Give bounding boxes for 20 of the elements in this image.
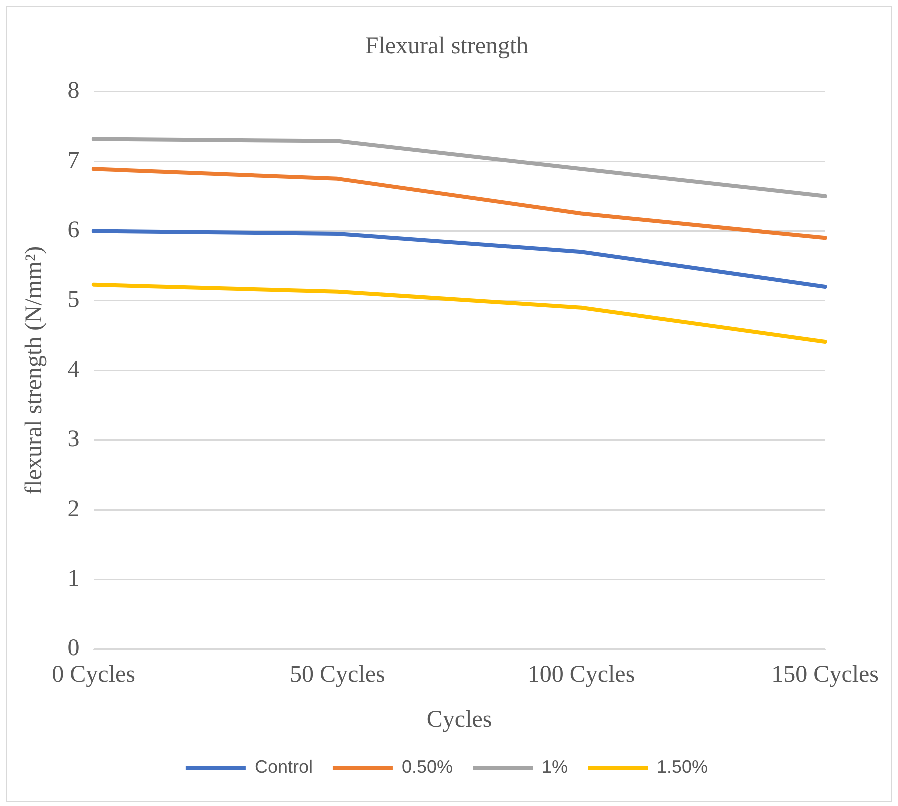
y-tick-label: 0 — [68, 636, 80, 662]
x-tick-label: 50 Cycles — [290, 662, 386, 688]
chart-title: Flexural strength — [365, 34, 529, 60]
y-tick-label: 4 — [68, 356, 80, 383]
y-tick-label: 8 — [68, 78, 80, 104]
legend-label: 1.50% — [657, 756, 708, 777]
x-tick-label: 0 Cycles — [52, 662, 136, 688]
legend-label: 1% — [542, 756, 568, 777]
x-axis-title: Cycles — [426, 706, 492, 733]
y-axis-title: flexural strength (N/mm²) — [22, 246, 48, 495]
y-tick-label: 2 — [68, 496, 80, 522]
y-tick-label: 5 — [68, 287, 80, 314]
x-tick-label: 100 Cycles — [528, 662, 636, 688]
legend-label: Control — [254, 756, 313, 777]
x-tick-label: 150 Cycles — [772, 662, 880, 688]
y-tick-label: 6 — [68, 217, 80, 244]
y-tick-label: 3 — [68, 426, 80, 453]
y-tick-label: 7 — [68, 148, 80, 174]
legend-label: 0.50% — [402, 756, 454, 777]
y-tick-label: 1 — [68, 566, 80, 592]
